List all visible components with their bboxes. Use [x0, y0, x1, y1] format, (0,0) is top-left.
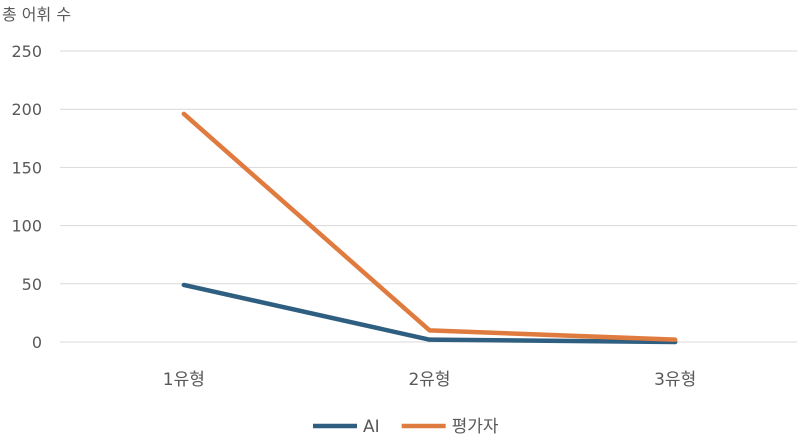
legend-label: AI: [363, 417, 380, 436]
legend-label: 평가자: [452, 417, 499, 436]
y-tick-label: 150: [11, 158, 42, 177]
x-tick-label: 1유형: [163, 370, 205, 390]
y-tick-label: 200: [11, 100, 42, 119]
x-tick-label: 3유형: [654, 370, 696, 390]
y-tick-label: 50: [22, 275, 42, 294]
y-axis-label: 총 어휘 수: [2, 5, 71, 24]
y-tick-label: 250: [11, 42, 42, 61]
series-line-평가자: [184, 114, 675, 340]
x-tick-label: 2유형: [408, 370, 450, 390]
series-line-AI: [184, 285, 675, 342]
y-tick-label: 0: [32, 333, 42, 352]
y-tick-label: 100: [11, 217, 42, 236]
